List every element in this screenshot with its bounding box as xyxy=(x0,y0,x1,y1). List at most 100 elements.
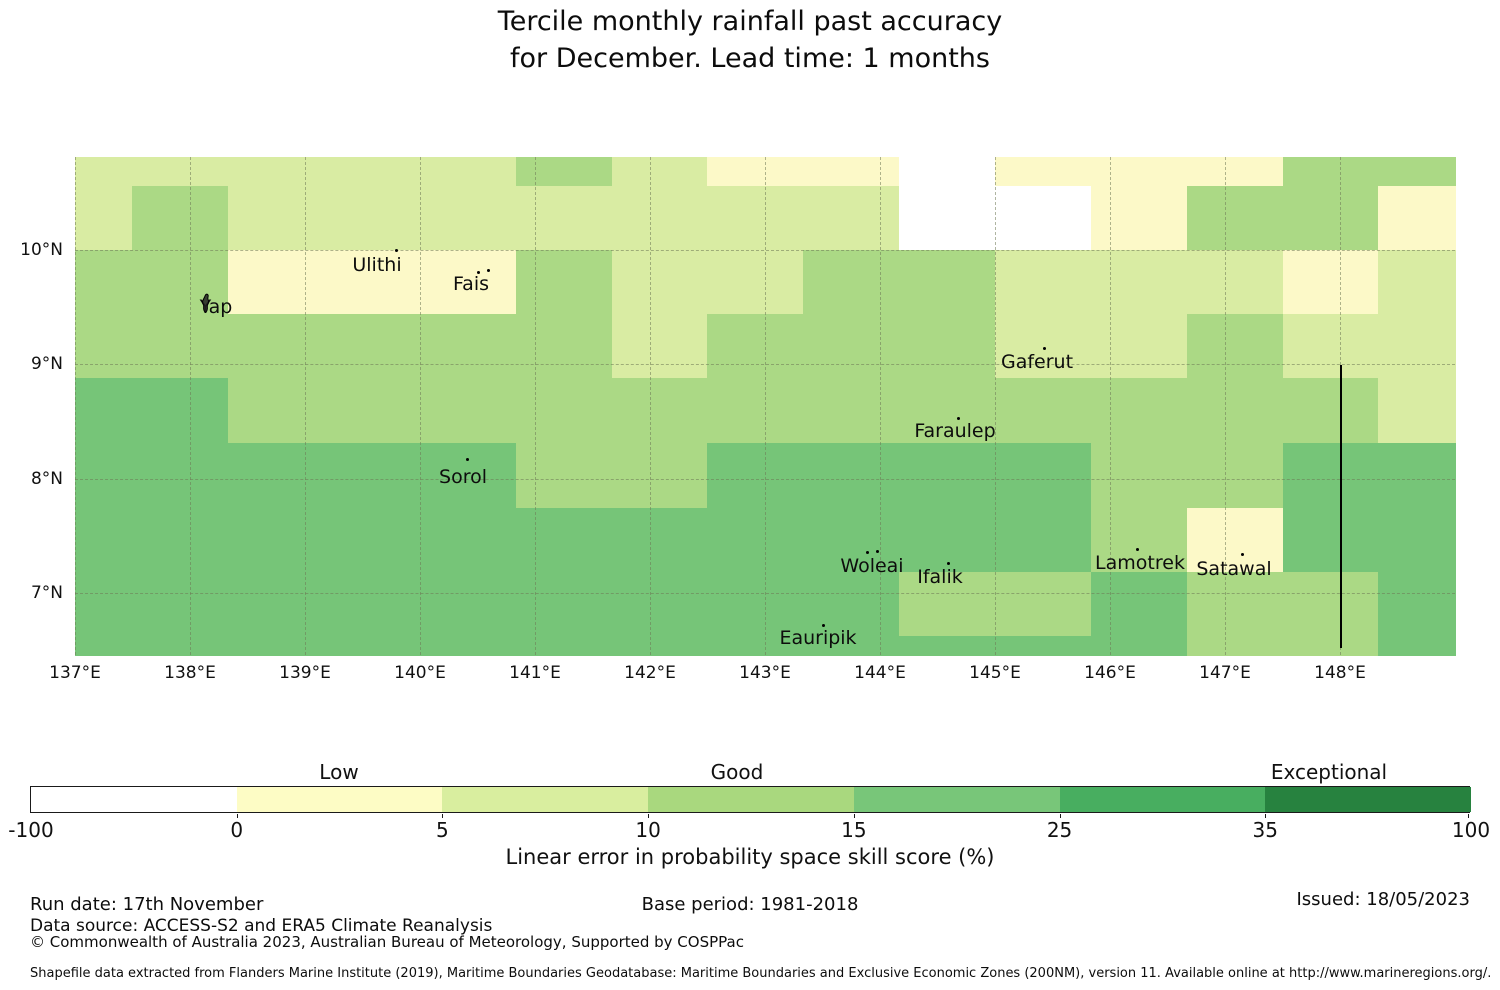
longitude-gridline xyxy=(1225,157,1226,655)
map-cell xyxy=(899,314,996,379)
map-cell xyxy=(1091,378,1188,444)
map-cell xyxy=(707,443,804,509)
map-cell xyxy=(1283,636,1379,656)
chart-title-line2: for December. Lead time: 1 months xyxy=(510,43,990,74)
map-cell xyxy=(995,314,1092,379)
map-cell xyxy=(1378,636,1456,656)
map-cell xyxy=(132,186,229,251)
map-cell xyxy=(324,157,421,187)
map-cell xyxy=(228,508,325,573)
map-cell xyxy=(1187,443,1284,509)
x-axis-tick-label: 139°E xyxy=(279,663,331,683)
map-cell xyxy=(612,186,708,251)
island-label-eauripik: Eauripik xyxy=(779,627,857,649)
island-marker-fais xyxy=(487,269,490,272)
map-cell xyxy=(707,314,804,379)
y-axis-tick-label: 9°N xyxy=(30,354,63,374)
map-cell xyxy=(420,572,517,637)
x-axis-tick-label: 141°E xyxy=(509,663,561,683)
footer-run-date: Run date: 17th November xyxy=(30,894,264,915)
map-cell xyxy=(899,572,996,637)
island-label-gaferut: Gaferut xyxy=(1000,351,1074,373)
x-axis-tick-label: 142°E xyxy=(624,663,676,683)
map-cell xyxy=(1283,314,1379,379)
map-cell xyxy=(1378,443,1456,509)
map-cell xyxy=(995,508,1092,573)
colorbar-tick-mark xyxy=(648,814,650,818)
colorbar-tick-label: 0 xyxy=(230,818,244,842)
map-cell xyxy=(803,636,900,656)
map-cell xyxy=(1091,636,1188,656)
island-marker-woleai xyxy=(866,551,869,554)
colorbar-tick-mark xyxy=(1265,814,1267,818)
map-cell xyxy=(75,572,133,637)
longitude-gridline xyxy=(880,157,881,655)
chart-title-line1: Tercile monthly rainfall past accuracy xyxy=(497,6,1003,37)
map-cell xyxy=(1378,378,1456,444)
island-label-ulithi: Ulithi xyxy=(352,254,402,276)
map-cell xyxy=(1378,572,1456,637)
map-cell xyxy=(132,572,229,637)
map-cell xyxy=(612,636,708,656)
map-cell xyxy=(228,314,325,379)
colorbar-tick-mark xyxy=(853,814,855,818)
y-axis-tick-label: 8°N xyxy=(30,469,63,489)
map-cell xyxy=(995,636,1092,656)
map-cell xyxy=(132,378,229,444)
colorbar-tick-label: 10 xyxy=(635,818,661,842)
map-cell xyxy=(1378,250,1456,315)
map-cell xyxy=(899,250,996,315)
map-cell xyxy=(420,157,517,187)
x-axis-tick-label: 140°E xyxy=(394,663,446,683)
colorbar-segment xyxy=(442,787,649,812)
latitude-gridline xyxy=(75,250,1455,251)
map-cell xyxy=(228,378,325,444)
map-cell xyxy=(1283,157,1379,187)
map-cell xyxy=(899,157,996,187)
map-cell xyxy=(995,378,1092,444)
yap-island-shape xyxy=(201,293,210,313)
map-cell xyxy=(803,186,900,251)
map-cell xyxy=(1091,508,1188,573)
map-cell xyxy=(324,508,421,573)
colorbar-tick-label: -100 xyxy=(8,818,54,842)
map-cell xyxy=(1091,157,1188,187)
map-cell xyxy=(1091,186,1188,251)
map-cell xyxy=(516,636,613,656)
map-cell xyxy=(1283,572,1379,637)
map-cell xyxy=(132,157,229,187)
latitude-gridline xyxy=(75,364,1455,365)
map-cell xyxy=(1187,250,1284,315)
map-cell xyxy=(803,250,900,315)
longitude-gridline xyxy=(650,157,651,655)
colorbar-segment xyxy=(648,787,855,812)
longitude-gridline xyxy=(995,157,996,655)
island-marker-woleai xyxy=(876,550,879,553)
map-cell xyxy=(803,572,900,637)
map-cell xyxy=(707,378,804,444)
map-cell xyxy=(803,378,900,444)
colorbar-tick-label: 15 xyxy=(841,818,867,842)
map-cell xyxy=(324,378,421,444)
colorbar-zone-label-good: Good xyxy=(710,760,764,784)
map-cell xyxy=(803,314,900,379)
map-cell xyxy=(1091,250,1188,315)
longitude-gridline xyxy=(1110,157,1111,655)
island-label-satawal: Satawal xyxy=(1196,558,1272,580)
map-cell xyxy=(420,378,517,444)
map-cell xyxy=(995,250,1092,315)
island-label-fais: Fais xyxy=(452,273,490,295)
colorbar-tick-mark xyxy=(442,814,444,818)
longitude-gridline xyxy=(420,157,421,655)
map-cell xyxy=(899,443,996,509)
map-cell xyxy=(995,572,1092,637)
colorbar: -100 0 5 10 15 25 35 100 Low Good Exceptional xyxy=(8,760,1490,842)
map-cell xyxy=(516,378,613,444)
footer-data-source: Data source: ACCESS-S2 and ERA5 Climate … xyxy=(30,916,493,936)
footer-copyright: © Commonwealth of Australia 2023, Austra… xyxy=(30,933,744,951)
map-cell xyxy=(75,443,133,509)
map-cell xyxy=(803,443,900,509)
footer-issued: Issued: 18/05/2023 xyxy=(1296,889,1470,910)
map-cell xyxy=(132,636,229,656)
map-cell xyxy=(1283,378,1379,444)
